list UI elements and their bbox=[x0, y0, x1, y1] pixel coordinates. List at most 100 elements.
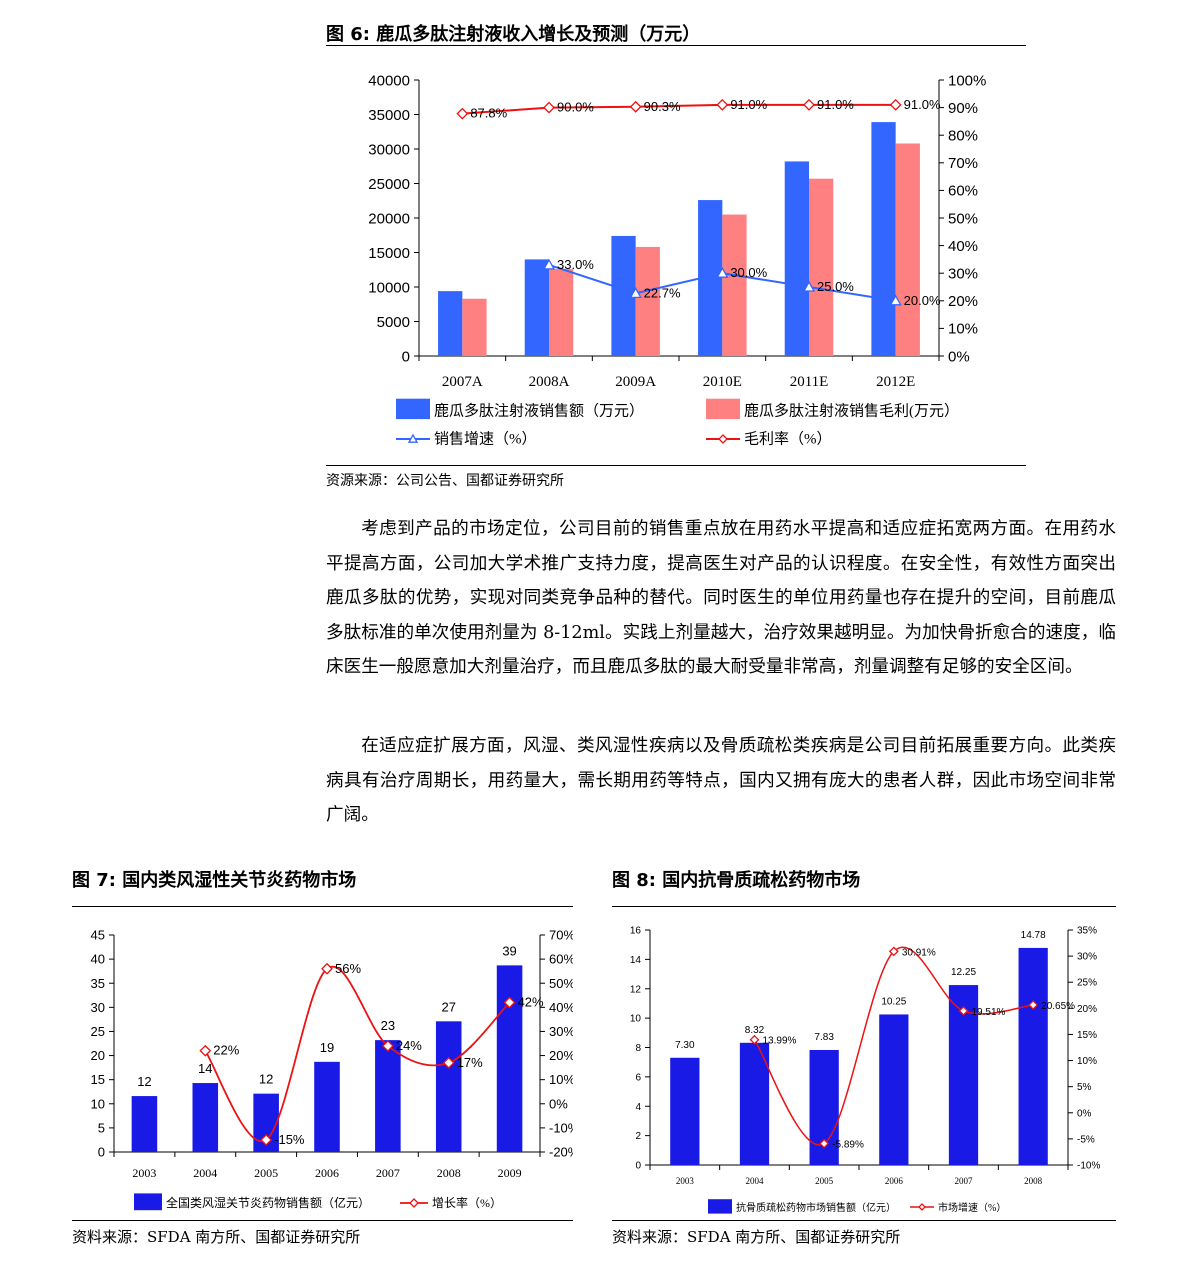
line-marker bbox=[456, 107, 469, 120]
line-marker bbox=[199, 1044, 212, 1057]
y-right-tick-label: 60% bbox=[948, 183, 978, 200]
legend-label: 毛利率（%） bbox=[744, 431, 832, 448]
bar bbox=[871, 122, 896, 356]
fig6-bottom-rule bbox=[326, 465, 1026, 466]
fig6-title: 图 6: 鹿瓜多肽注射液收入增长及预测（万元） bbox=[326, 24, 701, 45]
legend-label: 销售增速（%） bbox=[434, 431, 537, 448]
y-left-tick-label: 5000 bbox=[377, 314, 410, 331]
bar bbox=[722, 214, 747, 356]
x-tick-label: 2005 bbox=[254, 1166, 278, 1180]
bar bbox=[549, 269, 574, 356]
y-left-tick-label: 14 bbox=[630, 955, 642, 966]
y-left-tick-label: 20000 bbox=[368, 210, 410, 227]
line-data-label: 25.0% bbox=[817, 279, 854, 294]
paragraph-2: 在适应症扩展方面，风湿、类风湿性疾病以及骨质疏松类疾病是公司目前拓展重要方向。此… bbox=[326, 736, 1116, 825]
x-tick-label: 2003 bbox=[676, 1176, 695, 1186]
bar-data-label: 7.30 bbox=[675, 1040, 695, 1051]
series-line bbox=[753, 946, 1034, 1146]
y-right-tick-label: 20% bbox=[549, 1048, 573, 1063]
x-tick-label: 2007 bbox=[955, 1176, 974, 1186]
fig7-title: 图 7: 国内类风湿性关节炎药物市场 bbox=[72, 870, 357, 891]
y-left-tick-label: 0 bbox=[98, 1145, 105, 1160]
fig8-top-rule bbox=[612, 906, 1116, 907]
fig6-source: 资源来源：公司公告、国都证券研究所 bbox=[326, 473, 564, 489]
line-marker bbox=[889, 98, 902, 111]
line-data-label: 56% bbox=[335, 961, 361, 976]
y-left-tick-label: 16 bbox=[630, 926, 642, 937]
y-right-tick-label: 100% bbox=[948, 72, 986, 89]
line-data-label: 42% bbox=[518, 995, 544, 1010]
y-right-tick-label: 0% bbox=[1077, 1108, 1092, 1119]
line-data-label: 24% bbox=[396, 1038, 422, 1053]
legend-marker bbox=[718, 434, 728, 444]
bar bbox=[131, 1096, 158, 1152]
bar-data-label: 27 bbox=[441, 999, 455, 1014]
y-right-tick-label: -5% bbox=[1077, 1134, 1095, 1145]
y-right-tick-label: 10% bbox=[549, 1072, 573, 1087]
legend-swatch bbox=[708, 1199, 732, 1214]
line-data-label: 91.0% bbox=[904, 97, 941, 112]
paragraph-1: 考虑到产品的市场定位，公司目前的销售重点放在用药水平提高和适应症拓宽两方面。在用… bbox=[326, 519, 1116, 677]
bar bbox=[496, 965, 523, 1152]
y-right-tick-label: 40% bbox=[948, 238, 978, 255]
x-tick-label: 2008 bbox=[437, 1166, 461, 1180]
legend-label: 鹿瓜多肽注射液销售毛利(万元） bbox=[744, 403, 959, 420]
bar bbox=[739, 1042, 770, 1165]
y-left-tick-label: 35000 bbox=[368, 107, 410, 124]
bar-data-label: 14 bbox=[198, 1061, 212, 1076]
y-right-tick-label: 50% bbox=[549, 976, 573, 991]
line-data-label: -15% bbox=[274, 1132, 305, 1147]
bar bbox=[435, 1021, 462, 1152]
y-left-tick-label: 30000 bbox=[368, 141, 410, 158]
y-left-tick-label: 15000 bbox=[368, 245, 410, 262]
series-line bbox=[462, 103, 896, 115]
y-right-tick-label: 20% bbox=[1077, 1004, 1097, 1015]
y-right-tick-label: 0% bbox=[948, 348, 970, 365]
y-right-tick-label: 5% bbox=[1077, 1082, 1092, 1093]
y-right-tick-label: -20% bbox=[549, 1145, 573, 1160]
y-right-tick-label: 90% bbox=[948, 100, 978, 117]
y-left-tick-label: 10 bbox=[91, 1096, 105, 1111]
line-data-label: 91.0% bbox=[817, 97, 854, 112]
y-left-tick-label: 30 bbox=[91, 1000, 105, 1015]
legend-marker bbox=[918, 1203, 926, 1211]
y-right-tick-label: 35% bbox=[1077, 926, 1097, 937]
y-right-tick-label: 0% bbox=[549, 1096, 568, 1111]
y-left-tick-label: 15 bbox=[91, 1072, 105, 1087]
y-right-tick-label: 80% bbox=[948, 127, 978, 144]
x-tick-label: 2008 bbox=[1024, 1176, 1043, 1186]
y-left-tick-label: 0 bbox=[402, 348, 410, 365]
y-left-tick-label: 25 bbox=[91, 1024, 105, 1039]
line-marker bbox=[716, 266, 729, 278]
y-left-tick-label: 40000 bbox=[368, 72, 410, 89]
bar bbox=[462, 298, 487, 356]
line-marker bbox=[321, 962, 333, 975]
y-left-tick-label: 35 bbox=[91, 976, 105, 991]
y-right-tick-label: 60% bbox=[549, 952, 573, 967]
line-data-label: 87.8% bbox=[470, 106, 507, 121]
y-left-tick-label: 8 bbox=[635, 1043, 641, 1054]
fig6-chart: 0 5000 10000 15000 20000 25000 30000 35000 40000… bbox=[368, 72, 986, 448]
line-marker bbox=[803, 98, 815, 111]
fig8-title: 图 8: 国内抗骨质疏松药物市场 bbox=[612, 870, 861, 891]
x-tick-label: 2011E bbox=[790, 374, 829, 390]
legend-label: 市场增速（%） bbox=[938, 1201, 1006, 1214]
bar-data-label: 12 bbox=[137, 1074, 151, 1089]
y-left-tick-label: 45 bbox=[91, 928, 105, 943]
line-marker bbox=[716, 98, 729, 111]
line-data-label: -5.89% bbox=[832, 1140, 864, 1151]
y-right-tick-label: 20% bbox=[948, 293, 978, 310]
bar bbox=[879, 1014, 909, 1165]
y-right-tick-label: -10% bbox=[1077, 1161, 1100, 1172]
fig7-chart: 0 5 10 15 20 25 30 35 40 45 -20% -10% 0% 10% 20% 30% 40%… bbox=[91, 928, 573, 1211]
y-right-tick-label: 70% bbox=[948, 155, 978, 172]
fig8-source: 资料来源：SFDA 南方所、国都证券研究所 bbox=[612, 1228, 901, 1246]
bar bbox=[314, 1061, 340, 1152]
bar bbox=[809, 178, 834, 356]
y-left-tick-label: 10 bbox=[630, 1014, 642, 1025]
line-data-label: 22.7% bbox=[644, 285, 681, 300]
fig6-top-rule bbox=[326, 45, 1026, 46]
line-data-label: 20.0% bbox=[904, 293, 941, 308]
bar-data-label: 12.25 bbox=[951, 967, 976, 978]
bar bbox=[635, 246, 660, 356]
